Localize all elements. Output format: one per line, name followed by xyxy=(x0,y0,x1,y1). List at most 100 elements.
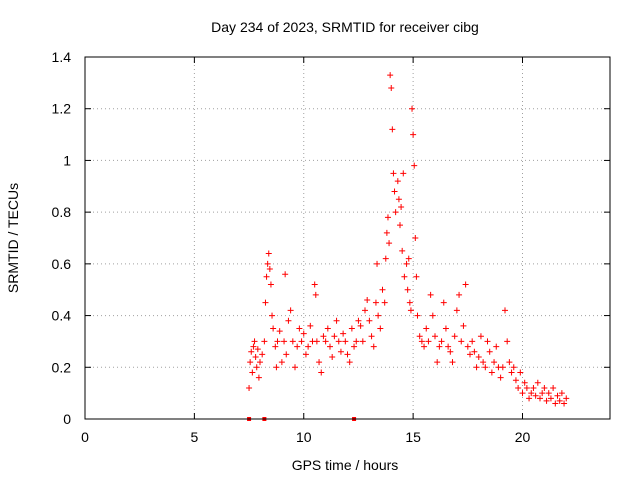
data-point xyxy=(395,196,402,203)
data-point xyxy=(447,348,454,355)
data-point xyxy=(399,247,406,254)
plot-frame xyxy=(84,56,611,420)
data-point xyxy=(460,322,467,329)
data-point xyxy=(252,353,259,360)
data-point xyxy=(261,338,268,345)
data-point xyxy=(375,312,382,319)
data-point xyxy=(532,392,539,399)
data-point xyxy=(384,214,391,221)
data-point xyxy=(318,369,325,376)
data-point xyxy=(456,291,463,298)
data-point xyxy=(512,377,519,384)
data-point xyxy=(353,338,360,345)
data-point xyxy=(432,333,438,340)
data-point xyxy=(471,348,478,355)
y-tick-label: 1 xyxy=(63,152,71,168)
data-point xyxy=(563,395,570,402)
data-point xyxy=(250,343,257,350)
data-point xyxy=(504,338,511,345)
data-point xyxy=(406,299,413,306)
data-point xyxy=(305,343,312,350)
data-point xyxy=(289,338,296,345)
data-point xyxy=(453,307,460,314)
data-point xyxy=(267,281,274,288)
data-point xyxy=(539,390,546,397)
data-point xyxy=(269,312,276,319)
y-tick-label: 0.4 xyxy=(52,308,72,324)
data-point xyxy=(292,364,298,371)
data-point xyxy=(499,364,506,371)
data-point xyxy=(329,353,336,360)
data-point xyxy=(278,359,285,366)
data-point xyxy=(414,312,421,319)
data-point xyxy=(530,384,537,391)
data-point xyxy=(372,299,379,306)
data-point xyxy=(449,359,456,366)
data-point xyxy=(254,346,261,353)
data-point xyxy=(285,317,292,324)
data-point xyxy=(491,359,498,366)
data-point xyxy=(359,338,366,345)
data-point xyxy=(411,162,418,169)
data-point xyxy=(413,273,420,280)
data-point xyxy=(519,390,526,397)
data-point xyxy=(253,364,260,371)
data-point xyxy=(294,343,301,350)
data-point xyxy=(407,307,414,314)
data-point xyxy=(488,369,495,376)
data-point xyxy=(556,397,563,404)
data-point xyxy=(398,203,405,210)
data-point xyxy=(324,325,331,332)
data-point xyxy=(401,273,408,280)
data-point xyxy=(247,359,254,366)
data-points xyxy=(246,72,570,421)
data-point xyxy=(403,260,410,267)
data-point xyxy=(543,397,550,404)
data-point xyxy=(248,348,255,355)
data-point xyxy=(480,359,487,366)
data-point xyxy=(469,338,476,345)
data-point xyxy=(263,273,270,280)
data-point xyxy=(259,351,266,358)
data-point xyxy=(493,343,500,350)
y-tick-label: 0 xyxy=(63,411,71,427)
x-tick-label: 20 xyxy=(515,429,531,445)
data-point xyxy=(368,333,375,340)
data-point xyxy=(382,255,389,262)
data-point xyxy=(362,307,368,314)
x-tick-label: 0 xyxy=(81,429,89,445)
y-tick-label: 0.2 xyxy=(52,359,72,375)
data-point xyxy=(410,131,417,138)
data-point xyxy=(458,338,465,345)
data-point xyxy=(251,338,258,345)
data-point xyxy=(386,240,393,247)
y-axis-title: SRMTID / TECUs xyxy=(5,183,21,293)
data-point xyxy=(273,364,280,371)
data-point xyxy=(526,395,533,402)
data-point xyxy=(554,392,561,399)
data-point xyxy=(405,255,412,262)
data-point xyxy=(486,348,493,355)
data-point xyxy=(502,307,508,314)
data-point xyxy=(423,325,430,332)
x-axis-title: GPS time / hours xyxy=(292,457,399,473)
data-point xyxy=(287,307,294,314)
data-point xyxy=(434,359,441,366)
data-point xyxy=(282,271,289,278)
data-point xyxy=(246,384,253,391)
data-point xyxy=(298,338,305,345)
data-point xyxy=(451,333,458,340)
data-point xyxy=(510,364,517,371)
data-point xyxy=(482,364,489,371)
data-point xyxy=(276,328,283,335)
data-point xyxy=(400,170,407,177)
data-point xyxy=(387,72,394,79)
data-point xyxy=(404,286,411,293)
data-point xyxy=(351,343,358,350)
data-point xyxy=(281,338,288,345)
data-point xyxy=(302,351,309,358)
data-point xyxy=(340,330,347,337)
data-point xyxy=(377,325,384,332)
data-point xyxy=(517,369,524,376)
data-point xyxy=(436,343,443,350)
